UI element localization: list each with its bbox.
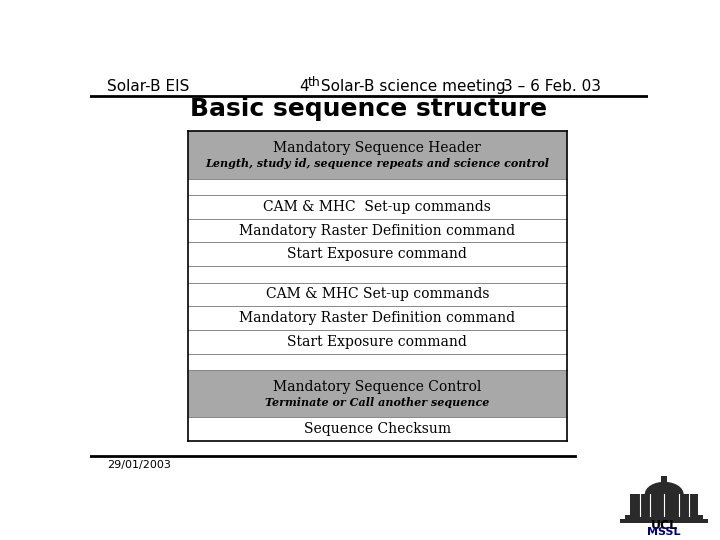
Text: CAM & MHC  Set-up commands: CAM & MHC Set-up commands: [264, 200, 491, 214]
Text: Mandatory Sequence Control: Mandatory Sequence Control: [273, 380, 482, 394]
Text: Start Exposure command: Start Exposure command: [287, 247, 467, 261]
Bar: [188, 179, 567, 195]
Bar: [188, 330, 567, 354]
Bar: [188, 354, 567, 370]
Text: Mandatory Raster Definition command: Mandatory Raster Definition command: [239, 224, 516, 238]
Bar: [188, 266, 567, 282]
Text: 29/01/2003: 29/01/2003: [107, 460, 171, 470]
Bar: [188, 282, 567, 306]
Text: th: th: [307, 76, 320, 89]
Bar: [188, 306, 567, 330]
Text: CAM & MHC Set-up commands: CAM & MHC Set-up commands: [266, 287, 489, 301]
Bar: [661, 476, 667, 483]
Bar: [188, 131, 567, 179]
Text: Terminate or Call another sequence: Terminate or Call another sequence: [265, 397, 490, 408]
Text: 3 – 6 Feb. 03: 3 – 6 Feb. 03: [503, 79, 601, 94]
Wedge shape: [645, 482, 684, 494]
Bar: [188, 417, 567, 441]
Text: Basic sequence structure: Basic sequence structure: [190, 97, 548, 122]
Text: Mandatory Raster Definition command: Mandatory Raster Definition command: [239, 311, 516, 325]
Text: Mandatory Sequence Header: Mandatory Sequence Header: [274, 141, 481, 156]
Text: Solar-B science meeting: Solar-B science meeting: [316, 79, 505, 94]
Text: Length, study id, sequence repeats and science control: Length, study id, sequence repeats and s…: [205, 158, 549, 169]
Text: MSSL: MSSL: [647, 527, 681, 537]
Text: 4: 4: [300, 79, 309, 94]
Bar: [625, 515, 703, 519]
Text: Sequence Checksum: Sequence Checksum: [304, 422, 451, 436]
Bar: [621, 519, 708, 523]
Text: UCL: UCL: [651, 519, 678, 532]
Bar: [188, 219, 567, 242]
Text: Start Exposure command: Start Exposure command: [287, 335, 467, 349]
Bar: [188, 195, 567, 219]
Text: Solar-B EIS: Solar-B EIS: [107, 79, 189, 94]
Bar: [188, 370, 567, 417]
Bar: [188, 242, 567, 266]
Bar: [630, 494, 698, 516]
